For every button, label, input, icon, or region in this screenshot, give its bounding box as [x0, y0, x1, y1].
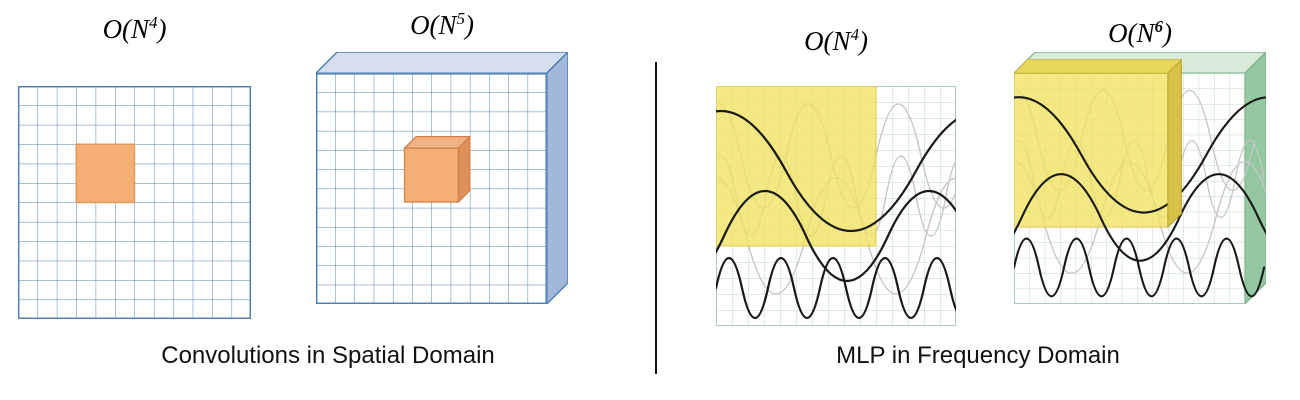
caption-spatial: Convolutions in Spatial Domain: [161, 342, 495, 369]
label-text: O(N: [804, 26, 851, 56]
label-text: O(N: [1108, 18, 1155, 48]
label-text: O(N: [410, 10, 457, 40]
label-exponent: 4: [149, 13, 158, 32]
spatial-3d-grid: [316, 52, 568, 304]
label-exponent: 5: [456, 9, 465, 28]
caption-frequency: MLP in Frequency Domain: [836, 342, 1120, 369]
low-frequency-wave: [716, 109, 956, 233]
grid-border: [18, 86, 251, 319]
cube-side-face: [546, 52, 568, 304]
label-close: ): [858, 26, 868, 56]
spatial-2d-grid: [18, 86, 251, 319]
label-close: ): [464, 10, 474, 40]
low-frequency-wave: [1014, 96, 1266, 214]
complexity-label-spatial-3d: O(N5): [316, 9, 568, 41]
grid-border: [316, 73, 547, 304]
conv-kernel-2d: [75, 143, 136, 204]
label-exponent: 6: [1154, 17, 1163, 36]
label-exponent: 4: [850, 25, 859, 44]
kept-modes-region: [1014, 72, 1169, 228]
high-frequency-wave: [716, 256, 956, 320]
conv-kernel-3d-front: [403, 147, 459, 203]
complexity-label-frequency-2d: O(N4): [716, 25, 956, 57]
cube-side-face: [1244, 52, 1266, 304]
frequency-3d-grid: [1014, 52, 1266, 304]
kept-modes-region: [716, 86, 877, 247]
complexity-label-frequency-3d: O(N6): [1014, 17, 1266, 49]
mid-frequency-wave: [1014, 173, 1266, 262]
frequency-2d-grid: [716, 86, 956, 326]
cube-top-face: [316, 52, 568, 74]
kept-modes-side-face: [1167, 58, 1182, 229]
label-close: ): [157, 14, 167, 44]
complexity-label-spatial-2d: O(N4): [18, 13, 251, 45]
high-frequency-wave: [1014, 237, 1266, 298]
conv-kernel-3d-side: [457, 135, 471, 204]
mid-frequency-wave: [716, 190, 956, 282]
kept-modes-top-face: [1014, 59, 1183, 74]
label-text: O(N: [102, 14, 150, 44]
label-close: ): [1162, 18, 1172, 48]
section-divider: [655, 62, 657, 374]
